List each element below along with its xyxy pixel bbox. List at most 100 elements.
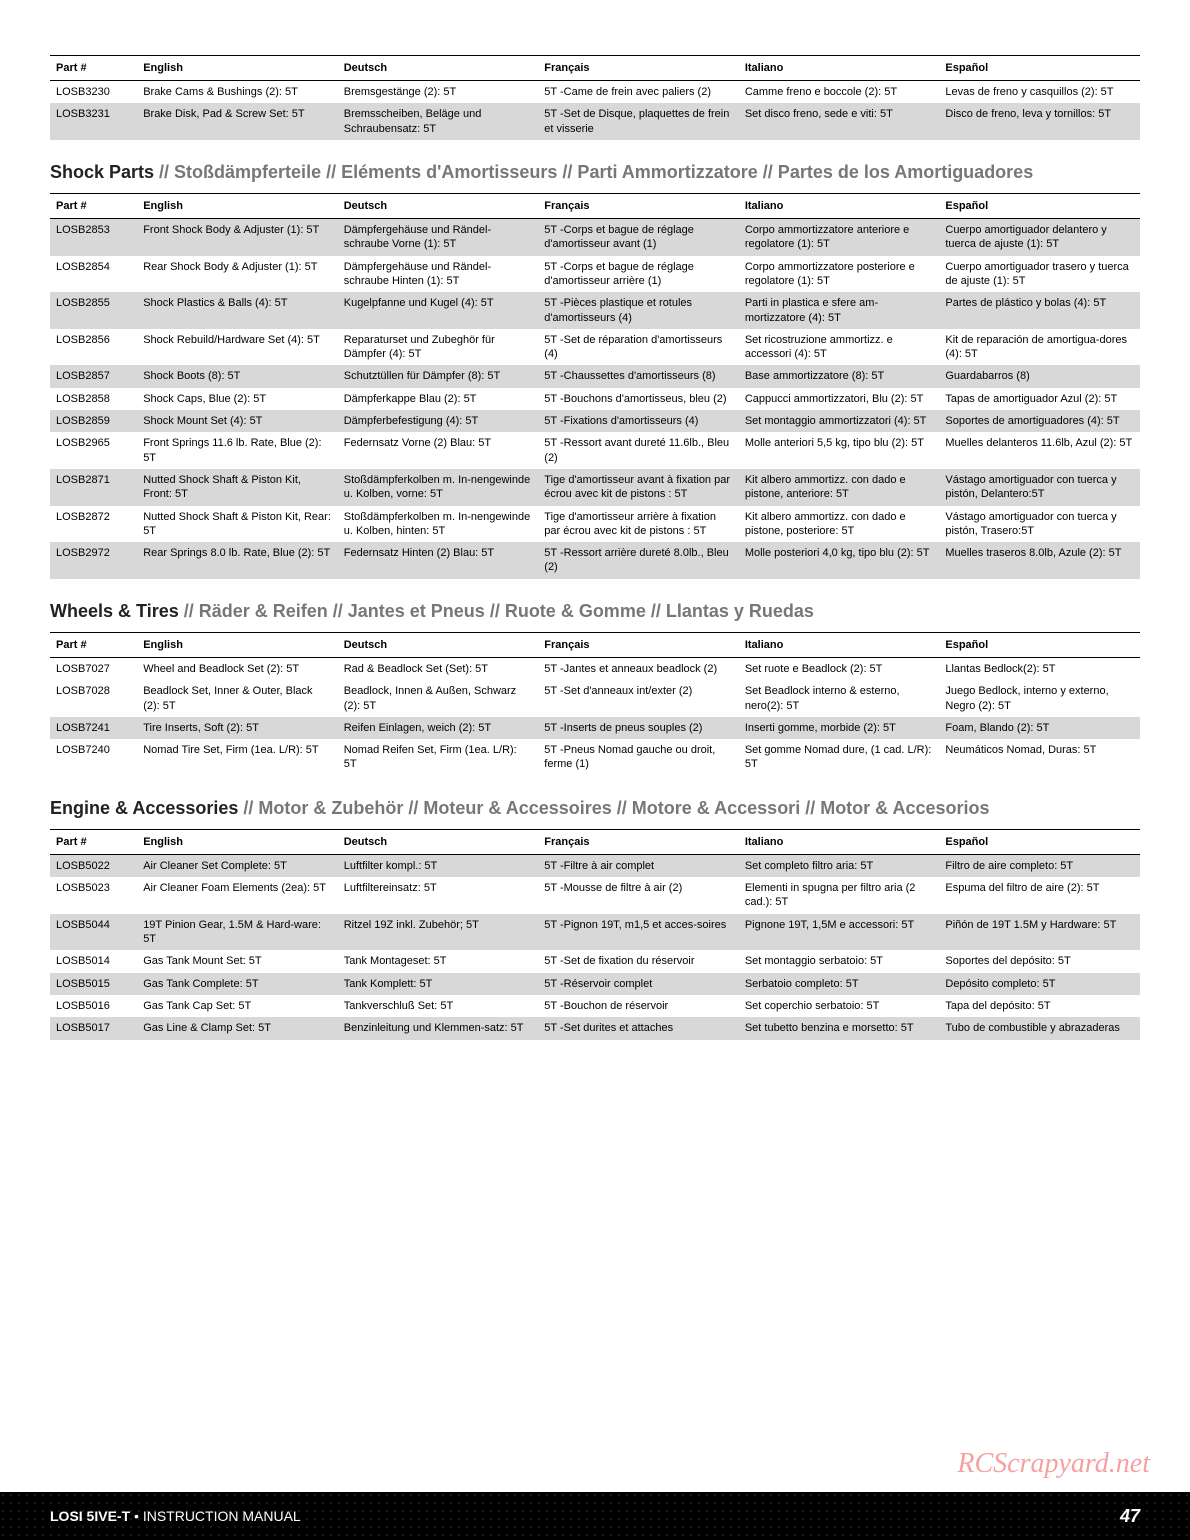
cell-de: Bremsscheiben, Beläge und Schraubensatz:… [338, 103, 539, 140]
cell-it: Molle anteriori 5,5 kg, tipo blu (2): 5T [739, 432, 940, 469]
table1-body: LOSB3230Brake Cams & Bushings (2): 5TBre… [50, 81, 1140, 140]
cell-en: Rear Shock Body & Adjuster (1): 5T [137, 256, 338, 293]
page-content: Part # English Deutsch Français Italiano… [0, 0, 1190, 1040]
cell-it: Serbatoio completo: 5T [739, 973, 940, 995]
cell-it: Set gomme Nomad dure, (1 cad. L/R): 5T [739, 739, 940, 776]
table-row: LOSB7240Nomad Tire Set, Firm (1ea. L/R):… [50, 739, 1140, 776]
title-main: Engine & Accessories [50, 798, 238, 818]
cell-it: Set montaggio ammortizzatori (4): 5T [739, 410, 940, 432]
cell-part: LOSB2858 [50, 388, 137, 410]
cell-es: Soportes de amortiguadores (4): 5T [939, 410, 1140, 432]
cell-es: Levas de freno y casquillos (2): 5T [939, 81, 1140, 104]
cell-part: LOSB5022 [50, 854, 137, 877]
cell-fr: 5T -Set de fixation du réservoir [538, 950, 739, 972]
cell-es: Llantas Bedlock(2): 5T [939, 657, 1140, 680]
cell-de: Dämpferbefestigung (4): 5T [338, 410, 539, 432]
cell-fr: 5T -Filtre à air complet [538, 854, 739, 877]
header-deutsch: Deutsch [338, 56, 539, 81]
cell-en: Gas Tank Complete: 5T [137, 973, 338, 995]
cell-part: LOSB2972 [50, 542, 137, 579]
cell-es: Tubo de combustible y abrazaderas [939, 1017, 1140, 1039]
cell-part: LOSB5015 [50, 973, 137, 995]
table-row: LOSB2858Shock Caps, Blue (2): 5TDämpferk… [50, 388, 1140, 410]
cell-it: Inserti gomme, morbide (2): 5T [739, 717, 940, 739]
cell-part: LOSB7028 [50, 680, 137, 717]
table-row: LOSB2855Shock Plastics & Balls (4): 5TKu… [50, 292, 1140, 329]
title-rest: // Motor & Zubehör // Moteur & Accessoir… [238, 798, 989, 818]
table-row: LOSB2853Front Shock Body & Adjuster (1):… [50, 219, 1140, 256]
cell-fr: 5T -Réservoir complet [538, 973, 739, 995]
cell-en: Shock Rebuild/Hardware Set (4): 5T [137, 329, 338, 366]
cell-en: Gas Tank Mount Set: 5T [137, 950, 338, 972]
cell-part: LOSB3230 [50, 81, 137, 104]
table-row: LOSB7028Beadlock Set, Inner & Outer, Bla… [50, 680, 1140, 717]
cell-part: LOSB2857 [50, 365, 137, 387]
page-number: 47 [1120, 1506, 1140, 1527]
cell-es: Foam, Blando (2): 5T [939, 717, 1140, 739]
table-row: LOSB7241Tire Inserts, Soft (2): 5TReifen… [50, 717, 1140, 739]
footer-left: LOSI 5IVE-T • INSTRUCTION MANUAL [50, 1508, 301, 1524]
cell-fr: 5T -Mousse de filtre à air (2) [538, 877, 739, 914]
cell-fr: 5T -Jantes et anneaux beadlock (2) [538, 657, 739, 680]
table-row: LOSB5014Gas Tank Mount Set: 5TTank Monta… [50, 950, 1140, 972]
cell-es: Muelles traseros 8.0lb, Azule (2): 5T [939, 542, 1140, 579]
cell-fr: 5T -Set de réparation d'amortisseurs (4) [538, 329, 739, 366]
cell-en: Brake Disk, Pad & Screw Set: 5T [137, 103, 338, 140]
cell-fr: 5T -Fixations d'amortisseurs (4) [538, 410, 739, 432]
header-english: English [137, 56, 338, 81]
cell-de: Luftfiltereinsatz: 5T [338, 877, 539, 914]
cell-part: LOSB2853 [50, 219, 137, 256]
header-francais: Français [538, 56, 739, 81]
cell-fr: Tige d'amortisseur avant à fixation par … [538, 469, 739, 506]
cell-part: LOSB2859 [50, 410, 137, 432]
cell-part: LOSB3231 [50, 103, 137, 140]
table-row: LOSB2972Rear Springs 8.0 lb. Rate, Blue … [50, 542, 1140, 579]
cell-de: Reifen Einlagen, weich (2): 5T [338, 717, 539, 739]
cell-es: Kit de reparación de amortigua-dores (4)… [939, 329, 1140, 366]
table-row: LOSB3231Brake Disk, Pad & Screw Set: 5TB… [50, 103, 1140, 140]
cell-it: Parti in plastica e sfere am-mortizzator… [739, 292, 940, 329]
cell-en: Wheel and Beadlock Set (2): 5T [137, 657, 338, 680]
cell-part: LOSB5016 [50, 995, 137, 1017]
cell-es: Disco de freno, leva y tornillos: 5T [939, 103, 1140, 140]
cell-part: LOSB2856 [50, 329, 137, 366]
cell-fr: 5T -Set durites et attaches [538, 1017, 739, 1039]
parts-table-2: Part # English Deutsch Français Italiano… [50, 193, 1140, 579]
cell-it: Set disco freno, sede e viti: 5T [739, 103, 940, 140]
cell-part: LOSB2854 [50, 256, 137, 293]
table-row: LOSB504419T Pinion Gear, 1.5M & Hard-war… [50, 914, 1140, 951]
cell-es: Espuma del filtro de aire (2): 5T [939, 877, 1140, 914]
cell-de: Tankverschluß Set: 5T [338, 995, 539, 1017]
table-row: LOSB2859Shock Mount Set (4): 5TDämpferbe… [50, 410, 1140, 432]
cell-en: Rear Springs 8.0 lb. Rate, Blue (2): 5T [137, 542, 338, 579]
cell-fr: 5T -Corps et bague de réglage d'amortiss… [538, 219, 739, 256]
parts-table-3: Part # English Deutsch Français Italiano… [50, 632, 1140, 776]
parts-table-4: Part # English Deutsch Français Italiano… [50, 829, 1140, 1040]
cell-fr: 5T -Corps et bague de réglage d'amortiss… [538, 256, 739, 293]
table-row: LOSB5017Gas Line & Clamp Set: 5TBenzinle… [50, 1017, 1140, 1039]
cell-de: Bremsgestänge (2): 5T [338, 81, 539, 104]
cell-en: Front Shock Body & Adjuster (1): 5T [137, 219, 338, 256]
cell-it: Set tubetto benzina e morsetto: 5T [739, 1017, 940, 1039]
cell-part: LOSB2855 [50, 292, 137, 329]
cell-it: Set coperchio serbatoio: 5T [739, 995, 940, 1017]
table3-body: LOSB7027Wheel and Beadlock Set (2): 5TRa… [50, 657, 1140, 775]
cell-part: LOSB7241 [50, 717, 137, 739]
table-row: LOSB5015Gas Tank Complete: 5TTank Komple… [50, 973, 1140, 995]
cell-de: Stoßdämpferkolben m. In-nengewinde u. Ko… [338, 469, 539, 506]
cell-en: 19T Pinion Gear, 1.5M & Hard-ware: 5T [137, 914, 338, 951]
cell-de: Federnsatz Hinten (2) Blau: 5T [338, 542, 539, 579]
section-engine-accessories: Engine & Accessories // Motor & Zubehör … [50, 796, 1140, 821]
cell-part: LOSB5044 [50, 914, 137, 951]
cell-en: Nomad Tire Set, Firm (1ea. L/R): 5T [137, 739, 338, 776]
cell-es: Neumáticos Nomad, Duras: 5T [939, 739, 1140, 776]
cell-de: Federnsatz Vorne (2) Blau: 5T [338, 432, 539, 469]
footer-doc: INSTRUCTION MANUAL [143, 1508, 301, 1524]
section-shock-parts: Shock Parts // Stoßdämpferteile // Eléme… [50, 160, 1140, 185]
cell-it: Kit albero ammortizz. con dado e pistone… [739, 469, 940, 506]
cell-fr: 5T -Chaussettes d'amortisseurs (8) [538, 365, 739, 387]
watermark: RCScrapyard.net [957, 1448, 1150, 1480]
cell-part: LOSB2871 [50, 469, 137, 506]
cell-en: Gas Tank Cap Set: 5T [137, 995, 338, 1017]
cell-fr: 5T -Pignon 19T, m1,5 et acces-soires [538, 914, 739, 951]
